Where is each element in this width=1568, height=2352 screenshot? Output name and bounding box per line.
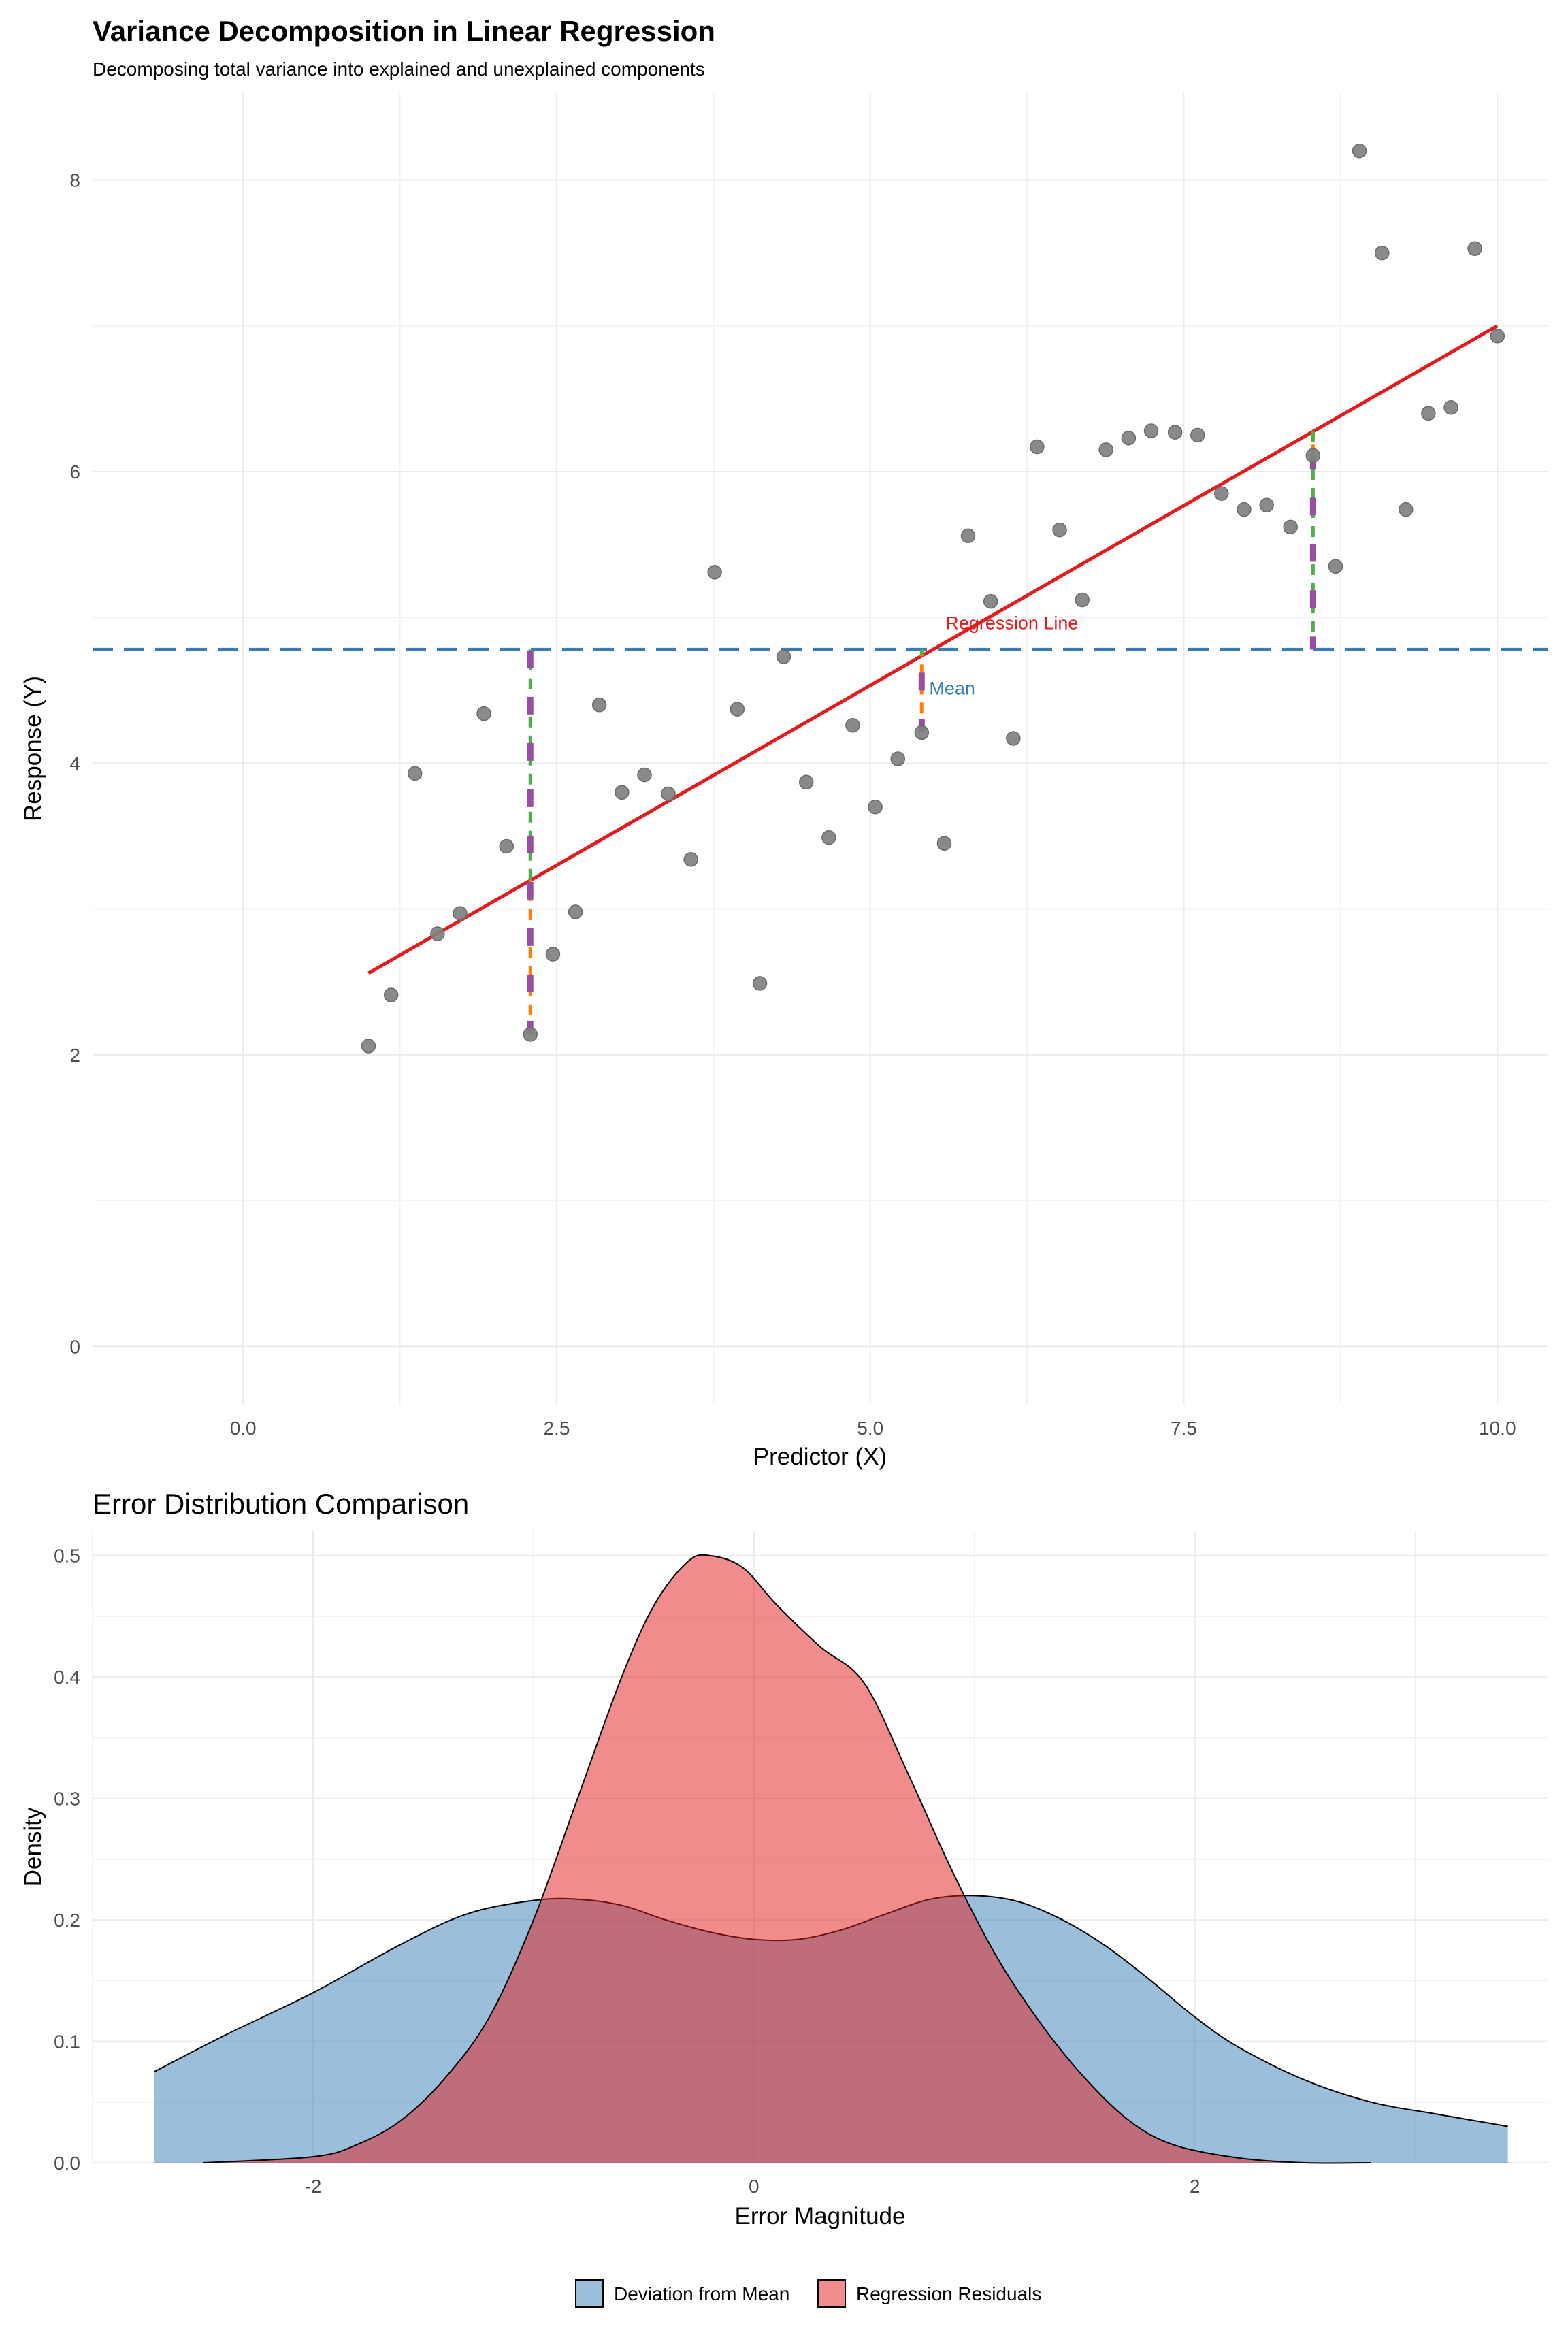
- data-point: [1030, 439, 1045, 455]
- data-point: [499, 838, 514, 854]
- data-point: [707, 565, 722, 580]
- data-point: [730, 702, 745, 717]
- density-chart-title: Error Distribution Comparison: [93, 1488, 470, 1520]
- x-tick-label: 0.0: [230, 1418, 257, 1439]
- residual-density-area: [203, 1554, 1371, 2163]
- data-point: [1352, 143, 1367, 159]
- data-point: [1167, 425, 1183, 440]
- data-point: [1075, 592, 1090, 608]
- data-point: [1143, 423, 1159, 438]
- data-point: [1121, 430, 1137, 446]
- data-point: [361, 1039, 376, 1054]
- data-point: [798, 774, 814, 790]
- data-point: [407, 766, 423, 781]
- legend-swatch: [817, 2279, 846, 2308]
- scatter-chart-subtitle: Decomposing total variance into explaine…: [93, 59, 705, 80]
- data-point: [383, 987, 399, 1002]
- data-point: [752, 976, 768, 991]
- data-point: [1214, 486, 1229, 501]
- y-tick-label: 0.3: [54, 1788, 80, 1810]
- data-point: [1305, 448, 1321, 463]
- mean-line-label: Mean: [929, 679, 975, 699]
- data-point: [1052, 522, 1067, 538]
- data-point: [1467, 241, 1482, 256]
- data-point: [890, 751, 906, 766]
- y-tick-label: 6: [69, 461, 80, 483]
- data-point: [983, 593, 998, 609]
- data-point: [845, 717, 860, 733]
- data-point: [523, 1027, 538, 1042]
- y-tick-label: 0.1: [54, 2031, 80, 2053]
- data-point: [683, 852, 698, 867]
- y-tick-label: 0.4: [54, 1667, 80, 1688]
- y-tick-label: 0.2: [54, 1910, 80, 1931]
- x-tick-label: -2: [304, 2176, 321, 2197]
- density-plot-panel: -2 0 2 0.0 0.1 0.2 0.3 0.4 0.5 Error Magnitude Den…: [20, 1531, 1548, 2230]
- data-point: [1098, 442, 1113, 457]
- data-point: [430, 926, 445, 941]
- x-axis-title: Error Magnitude: [735, 2203, 906, 2230]
- y-axis-title: Response (Y): [20, 676, 46, 821]
- scatter-chart-title: Variance Decomposition in Linear Regress…: [93, 15, 715, 47]
- data-point: [1374, 245, 1390, 261]
- data-point: [568, 904, 583, 919]
- x-tick-label: 5.0: [857, 1418, 883, 1439]
- data-point: [591, 697, 607, 713]
- data-point: [476, 706, 491, 721]
- density-legend: Deviation from Mean Regression Residuals: [575, 2279, 1041, 2308]
- data-point: [914, 725, 930, 740]
- y-axis-title: Density: [20, 1807, 46, 1886]
- y-tick-label: 0.5: [54, 1546, 80, 1567]
- legend-label: Deviation from Mean: [614, 2283, 789, 2304]
- x-tick-label: 2.5: [543, 1418, 570, 1439]
- scatter-plot-panel: 0.0 2.5 5.0 7.5 10.0 0 2 4 6 8 Regression Line Mean…: [20, 93, 1548, 1470]
- y-tick-label: 8: [69, 170, 80, 191]
- data-point: [821, 830, 836, 845]
- data-point: [1398, 502, 1414, 517]
- y-tick-label: 0: [69, 1336, 80, 1357]
- y-tick-label: 2: [69, 1045, 80, 1066]
- data-point: [776, 649, 791, 664]
- data-point: [1443, 399, 1458, 415]
- data-point: [545, 947, 561, 962]
- data-point: [936, 836, 952, 851]
- legend-swatch: [575, 2279, 604, 2308]
- data-point: [1328, 559, 1343, 574]
- data-point: [453, 906, 468, 921]
- data-point: [1259, 497, 1274, 512]
- data-point: [868, 799, 883, 815]
- data-point: [960, 528, 976, 543]
- x-axis-title: Predictor (X): [753, 1443, 887, 1470]
- legend-label: Regression Residuals: [856, 2283, 1041, 2304]
- x-tick-label: 2: [1190, 2176, 1200, 2197]
- data-point: [1490, 329, 1505, 344]
- data-point: [637, 767, 652, 783]
- data-point: [1006, 731, 1021, 746]
- y-tick-label: 4: [69, 753, 80, 774]
- x-tick-label: 10.0: [1479, 1418, 1516, 1439]
- residual-density-outline: [202, 1554, 1371, 2164]
- x-tick-label: 0: [749, 2176, 760, 2197]
- data-point: [661, 786, 676, 802]
- data-point: [615, 785, 630, 800]
- x-tick-label: 7.5: [1171, 1418, 1197, 1439]
- y-tick-label: 0.0: [54, 2153, 80, 2174]
- regression-line-label: Regression Line: [945, 612, 1078, 633]
- regression-line: [368, 324, 1499, 975]
- data-point: [1190, 427, 1205, 443]
- data-point: [1283, 519, 1298, 535]
- data-point: [1237, 502, 1252, 517]
- data-point: [1421, 406, 1436, 421]
